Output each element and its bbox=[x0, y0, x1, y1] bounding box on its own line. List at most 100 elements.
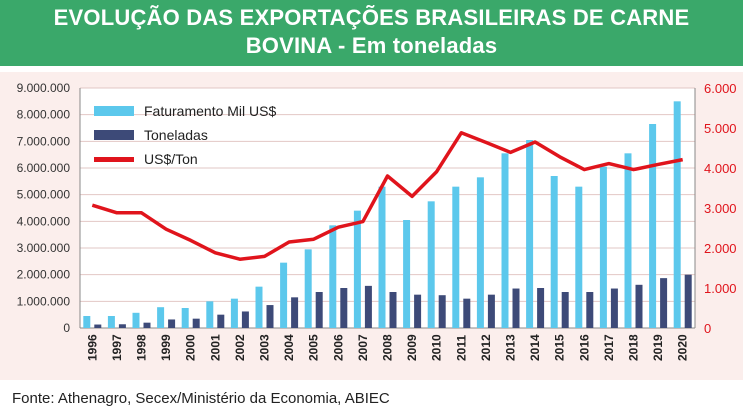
legend-swatch bbox=[94, 106, 134, 116]
y-right-tick-label: 2.000 bbox=[704, 241, 737, 256]
x-tick-label: 2007 bbox=[356, 334, 370, 361]
y-right-tick-label: 6.000 bbox=[704, 81, 737, 96]
bar-toneladas bbox=[635, 284, 643, 328]
x-tick-label: 2017 bbox=[602, 334, 616, 361]
bar-toneladas bbox=[143, 322, 151, 328]
x-tick-label: 2005 bbox=[307, 334, 321, 361]
x-tick-label: 2018 bbox=[627, 334, 641, 361]
bar-toneladas bbox=[537, 288, 545, 328]
bar-faturamento bbox=[181, 308, 189, 328]
bar-faturamento bbox=[304, 249, 312, 328]
x-tick-label: 2015 bbox=[553, 334, 567, 361]
source-note: Fonte: Athenagro, Secex/Ministério da Ec… bbox=[12, 390, 390, 407]
bar-toneladas bbox=[241, 311, 249, 328]
bar-faturamento bbox=[378, 186, 386, 328]
bar-faturamento bbox=[107, 316, 115, 328]
y-left-tick-label: 9.000.000 bbox=[17, 81, 71, 95]
x-tick-label: 2016 bbox=[577, 334, 591, 361]
bar-faturamento bbox=[452, 186, 460, 328]
x-tick-label: 2008 bbox=[381, 334, 395, 361]
bar-toneladas bbox=[512, 288, 520, 328]
x-tick-label: 1999 bbox=[159, 334, 173, 361]
bar-faturamento bbox=[132, 312, 140, 328]
y-left-tick-label: 0 bbox=[63, 321, 70, 335]
legend-label: Toneladas bbox=[144, 127, 208, 143]
x-tick-label: 1997 bbox=[110, 334, 124, 361]
title-banner: EVOLUÇÃO DAS EXPORTAÇÕES BRASILEIRAS DE … bbox=[0, 0, 743, 66]
bar-toneladas bbox=[610, 288, 618, 328]
y-left-tick-label: 5.000.000 bbox=[17, 188, 71, 202]
y-right-tick-label: 3.000 bbox=[704, 201, 737, 216]
x-tick-label: 2006 bbox=[331, 334, 345, 361]
bar-toneladas bbox=[463, 298, 471, 328]
x-tick-label: 2004 bbox=[282, 334, 296, 361]
bar-toneladas bbox=[438, 295, 446, 328]
bar-faturamento bbox=[599, 166, 607, 328]
bar-faturamento bbox=[403, 220, 411, 328]
bar-toneladas bbox=[217, 314, 225, 328]
bar-toneladas bbox=[291, 297, 299, 328]
bar-faturamento bbox=[476, 177, 484, 328]
bar-faturamento bbox=[83, 316, 91, 328]
legend-swatch bbox=[94, 157, 134, 162]
bar-toneladas bbox=[192, 318, 200, 328]
bar-faturamento bbox=[206, 301, 214, 328]
bar-toneladas bbox=[364, 285, 372, 328]
x-tick-label: 2019 bbox=[651, 334, 665, 361]
legend-swatch bbox=[94, 130, 134, 140]
y-left-tick-label: 2.000.000 bbox=[17, 268, 71, 282]
bar-faturamento bbox=[157, 307, 165, 328]
bar-faturamento bbox=[550, 176, 558, 328]
y-right-tick-label: 5.000 bbox=[704, 121, 737, 136]
footer bbox=[0, 384, 743, 411]
x-tick-label: 2012 bbox=[479, 334, 493, 361]
legend-label: Faturamento Mil US$ bbox=[144, 103, 276, 119]
x-tick-label: 2014 bbox=[528, 334, 542, 361]
x-tick-label: 2020 bbox=[676, 334, 690, 361]
bar-toneladas bbox=[389, 292, 397, 328]
bar-faturamento bbox=[427, 201, 435, 328]
x-tick-label: 2013 bbox=[504, 334, 518, 361]
bar-faturamento bbox=[255, 286, 263, 328]
bar-toneladas bbox=[266, 305, 274, 328]
y-left-tick-label: 7.000.000 bbox=[17, 134, 71, 148]
y-left-tick-label: 6.000.000 bbox=[17, 161, 71, 175]
chart-title-line-1: EVOLUÇÃO DAS EXPORTAÇÕES BRASILEIRAS DE … bbox=[53, 5, 690, 30]
legend: Faturamento Mil US$ Toneladas US$/Ton bbox=[94, 103, 276, 167]
bar-toneladas bbox=[684, 274, 692, 328]
line-usd-per-ton bbox=[91, 131, 684, 261]
y-right-tick-label: 4.000 bbox=[704, 161, 737, 176]
x-tick-label: 2011 bbox=[454, 335, 468, 361]
bar-toneladas bbox=[487, 294, 495, 328]
x-tick-label: 2009 bbox=[405, 334, 419, 361]
bar-toneladas bbox=[586, 292, 594, 328]
y-left-tick-label: 8.000.000 bbox=[17, 108, 71, 122]
y-right-tick-label: 1.000 bbox=[704, 281, 737, 296]
bar-toneladas bbox=[340, 288, 348, 328]
legend-label: US$/Ton bbox=[144, 151, 198, 167]
x-tick-label: 2003 bbox=[258, 334, 272, 361]
bar-faturamento bbox=[280, 262, 288, 328]
bar-toneladas bbox=[94, 324, 102, 328]
bar-faturamento bbox=[501, 153, 509, 328]
x-tick-label: 2010 bbox=[430, 334, 444, 361]
plot-area bbox=[80, 88, 695, 328]
bar-faturamento bbox=[526, 140, 534, 328]
bar-faturamento bbox=[353, 210, 361, 328]
chart-title-line-2: BOVINA - Em toneladas bbox=[245, 33, 498, 58]
bar-toneladas bbox=[168, 319, 176, 328]
x-tick-label: 1998 bbox=[135, 334, 149, 361]
bar-faturamento bbox=[649, 124, 657, 328]
bar-toneladas bbox=[561, 292, 569, 328]
chart: 0 1.000.000 2.000.000 3.000.000 4.000.000 5.0… bbox=[17, 81, 737, 361]
x-tick-label: 2002 bbox=[233, 334, 247, 361]
bar-faturamento bbox=[624, 153, 632, 328]
bar-toneladas bbox=[660, 278, 668, 328]
x-tick-label: 2001 bbox=[208, 334, 222, 361]
bar-faturamento bbox=[575, 186, 583, 328]
x-tick-label: 1996 bbox=[85, 334, 99, 361]
bar-faturamento bbox=[673, 101, 681, 328]
y-left-tick-label: 4.000.000 bbox=[17, 214, 71, 228]
bar-toneladas bbox=[315, 292, 323, 328]
y-left-tick-label: 1.000.000 bbox=[17, 294, 71, 308]
